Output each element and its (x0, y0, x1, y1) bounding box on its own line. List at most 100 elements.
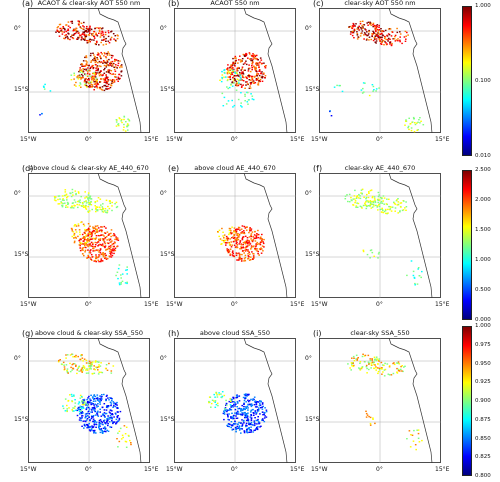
retrieval-pixel (91, 426, 94, 428)
retrieval-pixel (367, 354, 370, 357)
retrieval-pixel (234, 65, 236, 67)
retrieval-pixel (87, 235, 90, 237)
retrieval-pixel (72, 207, 75, 209)
retrieval-pixel (253, 65, 255, 67)
retrieval-pixel (107, 417, 109, 420)
panel-title: clear-sky AOT 550 nm (344, 0, 416, 7)
retrieval-pixel (100, 78, 102, 80)
retrieval-pixel (89, 426, 91, 429)
retrieval-pixel (87, 223, 90, 225)
retrieval-pixel (355, 206, 357, 208)
retrieval-pixel (70, 36, 72, 38)
retrieval-pixel (240, 232, 242, 234)
retrieval-pixel (91, 34, 93, 37)
retrieval-pixel (102, 211, 105, 213)
retrieval-pixel (362, 24, 365, 26)
retrieval-pixel (104, 208, 107, 210)
map-panel: (c) clear-sky AOT 550 nm (313, 0, 441, 133)
retrieval-pixel (106, 242, 109, 244)
retrieval-pixel (106, 52, 108, 55)
retrieval-pixel (417, 129, 419, 131)
retrieval-pixel (83, 34, 86, 36)
retrieval-pixel (381, 40, 384, 42)
retrieval-pixel (394, 207, 397, 209)
retrieval-pixel (264, 65, 267, 67)
retrieval-pixel (381, 202, 384, 204)
retrieval-pixel (96, 206, 99, 208)
retrieval-pixel (67, 37, 69, 39)
retrieval-pixel (236, 259, 238, 261)
retrieval-pixel (246, 425, 248, 427)
retrieval-pixel (234, 75, 237, 77)
retrieval-pixel (129, 439, 131, 442)
retrieval-pixel (243, 430, 246, 433)
retrieval-pixel (99, 401, 101, 403)
retrieval-pixel (71, 22, 74, 24)
retrieval-pixel (71, 395, 73, 397)
retrieval-pixel (257, 252, 259, 255)
retrieval-pixel (96, 210, 99, 212)
retrieval-pixel (378, 360, 380, 362)
retrieval-pixel (390, 206, 392, 208)
retrieval-pixel (366, 205, 368, 208)
retrieval-pixel (244, 394, 247, 396)
retrieval-pixel (93, 368, 95, 370)
retrieval-pixel (113, 402, 115, 405)
retrieval-pixel (108, 411, 111, 413)
retrieval-pixel (235, 415, 237, 417)
retrieval-pixel (62, 26, 64, 28)
retrieval-pixel (65, 36, 67, 39)
retrieval-pixel (124, 130, 127, 132)
retrieval-pixel (234, 420, 236, 422)
lon-label: 15°E (290, 301, 305, 308)
retrieval-pixel (239, 240, 242, 242)
retrieval-pixel (85, 402, 87, 404)
retrieval-pixel (63, 37, 65, 40)
retrieval-pixel (229, 408, 231, 410)
retrieval-pixel (77, 407, 80, 410)
retrieval-pixel (245, 419, 248, 422)
lat-label: 15°S (160, 251, 175, 258)
retrieval-pixel (237, 235, 240, 237)
lat-label: 0° (160, 190, 167, 197)
retrieval-pixel (232, 76, 235, 78)
retrieval-pixel (348, 26, 351, 28)
retrieval-pixel (246, 395, 248, 397)
retrieval-pixel (93, 407, 96, 409)
retrieval-pixel (92, 243, 94, 246)
retrieval-pixel (235, 246, 238, 249)
retrieval-pixel (82, 403, 84, 405)
retrieval-pixel (108, 421, 111, 423)
retrieval-pixel (223, 413, 226, 415)
retrieval-pixel (225, 242, 228, 244)
retrieval-pixel (356, 34, 359, 36)
retrieval-pixel (251, 81, 254, 83)
retrieval-pixel (60, 29, 63, 31)
retrieval-pixel (256, 243, 258, 246)
retrieval-pixel (90, 52, 92, 55)
retrieval-pixel (265, 410, 268, 413)
retrieval-pixel (109, 202, 112, 204)
retrieval-pixel (101, 421, 104, 423)
retrieval-pixel (105, 398, 107, 400)
retrieval-pixel (233, 423, 235, 425)
retrieval-pixel (97, 373, 100, 375)
retrieval-pixel (90, 245, 93, 247)
retrieval-pixel (259, 400, 261, 402)
retrieval-pixel (241, 225, 244, 227)
lon-label: 0° (85, 301, 92, 308)
retrieval-pixel (264, 415, 266, 417)
colorbar-gradient (462, 170, 472, 320)
retrieval-pixel (352, 31, 355, 34)
retrieval-pixel (252, 53, 254, 55)
retrieval-pixel (65, 24, 68, 26)
retrieval-pixel (236, 74, 239, 76)
retrieval-pixel (221, 70, 223, 73)
retrieval-pixel (98, 260, 100, 263)
retrieval-pixel (260, 407, 262, 409)
retrieval-pixel (365, 34, 367, 36)
retrieval-pixel (70, 74, 73, 76)
retrieval-pixel (402, 209, 405, 211)
retrieval-pixel (119, 65, 122, 67)
retrieval-pixel (91, 363, 93, 366)
